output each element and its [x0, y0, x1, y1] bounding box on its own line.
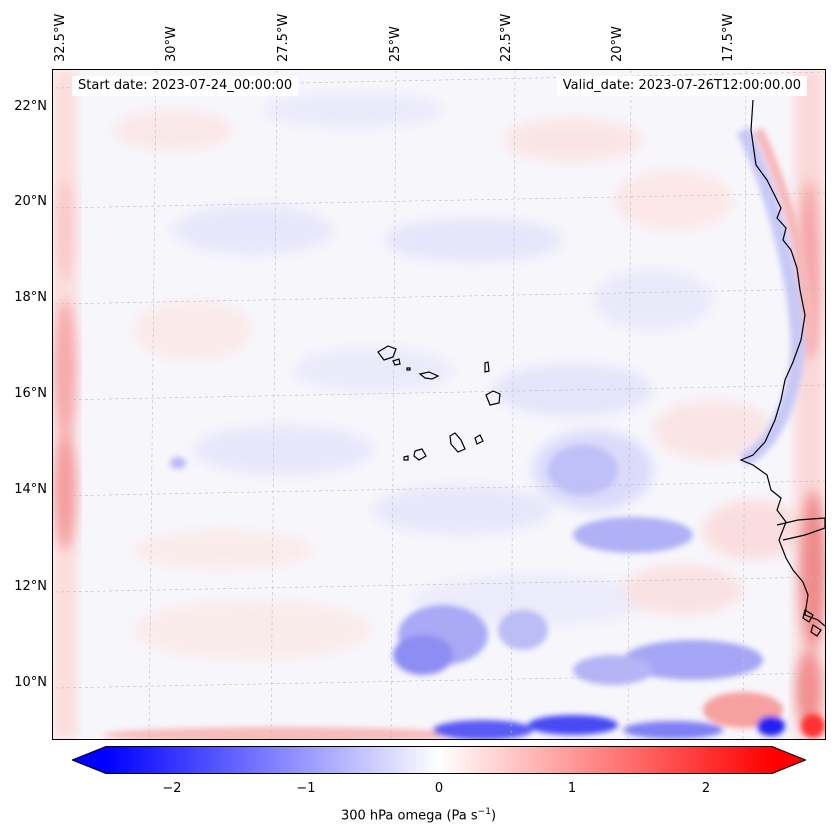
colorbar-gradient — [106, 746, 772, 774]
lon-label-20w: 20°W — [610, 26, 625, 62]
lat-label-20n: 20°N — [14, 194, 47, 209]
colorbar-extend-low — [72, 746, 106, 774]
lon-label-17-5w: 17.5°W — [721, 13, 736, 62]
valid-date-label: Valid_date: 2023-07-26T12:00:00.00 — [556, 76, 807, 96]
santo-antao — [377, 345, 397, 361]
start-date-label: Start date: 2023-07-24_00:00:00 — [72, 76, 299, 96]
left-edge-band — [53, 70, 77, 739]
colorbar-outline — [72, 746, 806, 774]
santa-luzia — [406, 367, 411, 371]
maio — [474, 434, 484, 445]
sal — [484, 361, 490, 373]
lon-label-27-5w: 27.5°W — [276, 13, 291, 62]
bissagos-islands — [802, 609, 822, 637]
colorbar-tick-label: 2 — [701, 781, 711, 796]
lat-label-18n: 18°N — [14, 290, 47, 305]
sao-vicente — [392, 358, 401, 366]
lon-label-22-5w: 22.5°W — [499, 13, 514, 62]
map-panel — [52, 69, 826, 740]
lat-label-14n: 14°N — [14, 482, 47, 497]
lon-label-32-5w: 32.5°W — [53, 13, 68, 62]
fogo — [413, 448, 427, 461]
omega-field-map — [53, 70, 825, 739]
colorbar-title-suffix: ) — [490, 808, 497, 824]
lat-label-10n: 10°N — [14, 675, 47, 690]
lat-label-16n: 16°N — [14, 386, 47, 401]
colorbar-title-text: 300 hPa omega (Pa s — [340, 808, 478, 824]
lon-label-30w: 30°W — [164, 26, 179, 62]
sao-nicolau — [418, 371, 440, 380]
southern-features — [103, 445, 825, 739]
gambia-casamance-coast — [776, 517, 825, 541]
colorbar-tick-label: 1 — [567, 781, 577, 796]
lat-label-22n: 22°N — [14, 99, 47, 114]
lat-label-12n: 12°N — [14, 579, 47, 594]
brava — [403, 455, 409, 461]
colorbar-tick-label: −1 — [296, 781, 316, 796]
colorbar — [72, 746, 806, 774]
santiago — [449, 432, 466, 453]
colorbar-extend-high — [772, 746, 806, 774]
lon-label-25w: 25°W — [388, 26, 403, 62]
coastlines — [377, 99, 825, 637]
colorbar-title: 300 hPa omega (Pa s−1) — [0, 807, 837, 823]
right-edge-band — [795, 70, 825, 739]
boa-vista — [485, 390, 501, 406]
colorbar-tick-label: 0 — [434, 781, 444, 796]
coastal-band — [736, 126, 817, 467]
africa-coastline — [739, 99, 825, 627]
field-texture — [113, 92, 803, 660]
colorbar-tick-label: −2 — [162, 781, 182, 796]
colorbar-title-exponent: −1 — [477, 807, 491, 817]
